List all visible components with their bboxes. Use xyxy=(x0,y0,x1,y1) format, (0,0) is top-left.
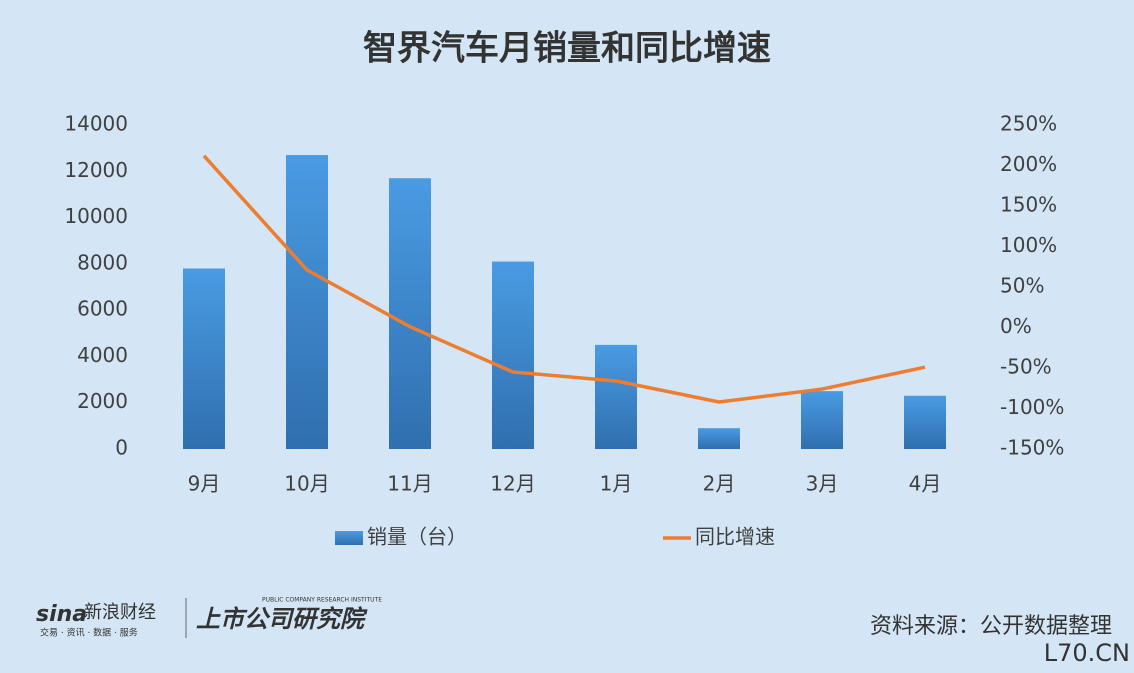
logo: sina xyxy=(36,602,87,627)
logo: 新浪财经 xyxy=(84,602,156,623)
y2-tick-label: 150% xyxy=(1000,193,1057,217)
y2-tick-label: 50% xyxy=(1000,274,1044,298)
bar xyxy=(698,428,740,449)
x-tick-label: 2月 xyxy=(703,472,736,496)
x-tick-label: 4月 xyxy=(909,472,942,496)
legend-label: 同比增速 xyxy=(695,525,775,549)
x-tick-label: 11月 xyxy=(387,472,432,496)
x-tick-label: 9月 xyxy=(188,472,221,496)
y2-tick-label: 250% xyxy=(1000,112,1057,136)
y-tick-label: 8000 xyxy=(77,250,128,274)
y2-tick-label: 0% xyxy=(1000,314,1032,338)
y2-tick-label: -100% xyxy=(1000,395,1064,419)
y-tick-label: 10000 xyxy=(64,204,128,228)
x-tick-label: 12月 xyxy=(490,472,535,496)
bar xyxy=(904,395,946,449)
logo: PUBLIC COMPANY RESEARCH INSTITUTE xyxy=(262,597,382,604)
bar xyxy=(286,155,328,450)
y2-tick-label: 200% xyxy=(1000,152,1057,176)
y-tick-label: 0 xyxy=(115,436,128,460)
logo: 上市公司研究院 xyxy=(196,605,368,633)
bar xyxy=(183,268,225,449)
bar xyxy=(492,261,534,449)
bar xyxy=(595,344,637,449)
chart-title: 智界汽车月销量和同比增速 xyxy=(363,29,771,69)
bar xyxy=(801,391,843,449)
line xyxy=(202,154,926,404)
y-tick-label: 14000 xyxy=(64,112,128,136)
source: 资料来源：公开数据整理 xyxy=(870,614,1112,639)
x-tick-label: 10月 xyxy=(284,472,329,496)
y2-tick-label: 100% xyxy=(1000,233,1057,257)
watermark: L70.CN xyxy=(1044,639,1130,667)
x-tick-label: 3月 xyxy=(806,472,839,496)
y2-tick-label: -50% xyxy=(1000,355,1052,379)
bar xyxy=(389,178,431,449)
legend-label: 销量（台） xyxy=(367,525,467,549)
y-tick-label: 6000 xyxy=(77,297,128,321)
y-tick-label: 2000 xyxy=(77,389,128,413)
y-tick-label: 4000 xyxy=(77,343,128,367)
logo: 交易 · 资讯 · 数据 · 服务 xyxy=(40,627,138,639)
x-tick-label: 1月 xyxy=(600,472,633,496)
y2-tick-label: -150% xyxy=(1000,436,1064,460)
y-tick-label: 12000 xyxy=(64,158,128,182)
legend-swatch xyxy=(335,531,363,545)
